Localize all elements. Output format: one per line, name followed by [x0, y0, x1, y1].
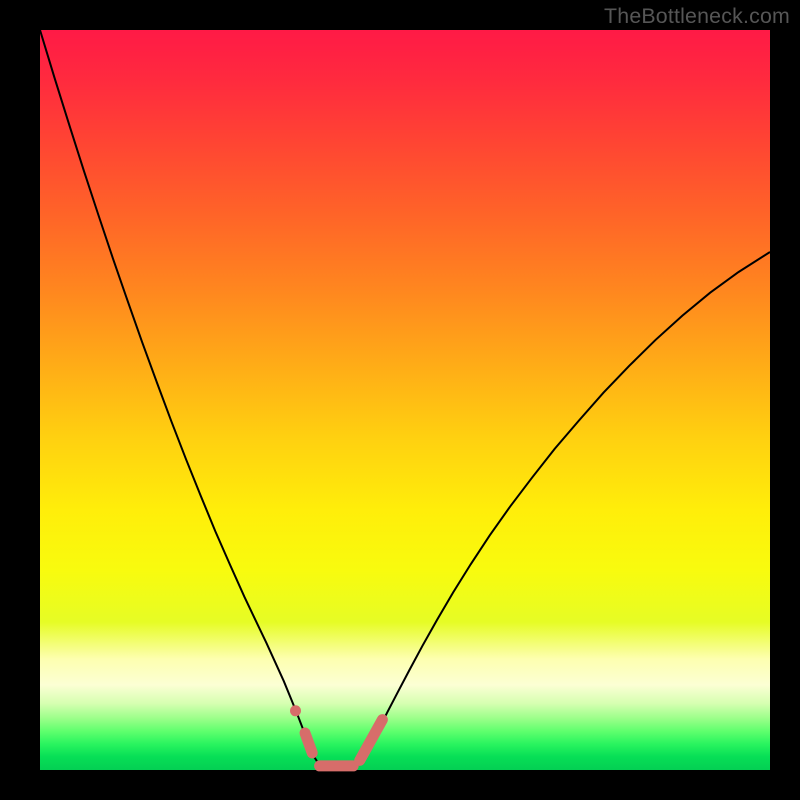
sweet-spot-segment: [305, 733, 312, 753]
sweet-spot-marker: [290, 705, 301, 716]
watermark-text: TheBottleneck.com: [604, 4, 790, 29]
plot-background: [40, 30, 770, 770]
chart-root: TheBottleneck.com: [0, 0, 800, 800]
bottleneck-curve-chart: [0, 0, 800, 800]
